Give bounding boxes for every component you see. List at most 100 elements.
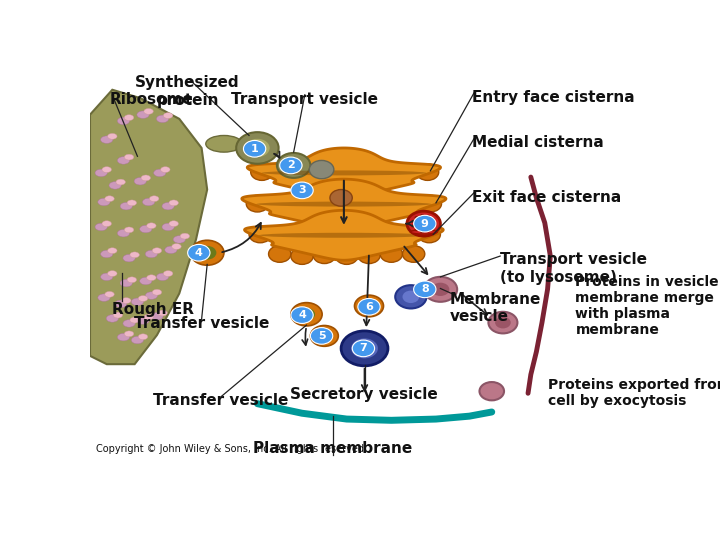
Text: Transfer vesicle: Transfer vesicle (134, 316, 269, 332)
Ellipse shape (117, 157, 130, 164)
Circle shape (415, 228, 419, 231)
Text: Medial cisterna: Medial cisterna (472, 136, 604, 151)
Circle shape (432, 222, 436, 225)
Polygon shape (242, 179, 446, 229)
Ellipse shape (95, 169, 107, 177)
Circle shape (246, 195, 269, 212)
Ellipse shape (145, 250, 158, 258)
Ellipse shape (162, 202, 174, 210)
Circle shape (423, 277, 457, 302)
Ellipse shape (150, 196, 159, 201)
Polygon shape (245, 211, 444, 260)
Text: 1: 1 (251, 144, 258, 154)
Circle shape (351, 339, 378, 359)
Ellipse shape (147, 223, 156, 228)
Ellipse shape (125, 114, 134, 120)
Ellipse shape (163, 271, 173, 276)
Circle shape (341, 331, 388, 366)
Text: Copyright © John Wiley & Sons, Inc. All rights reserved.: Copyright © John Wiley & Sons, Inc. All … (96, 443, 366, 454)
Circle shape (291, 182, 313, 199)
Circle shape (243, 140, 266, 157)
Text: 9: 9 (421, 219, 428, 228)
Circle shape (310, 328, 333, 344)
Circle shape (395, 285, 426, 308)
Circle shape (336, 248, 358, 265)
Text: 2: 2 (287, 160, 294, 171)
Ellipse shape (134, 178, 146, 185)
Ellipse shape (105, 292, 114, 297)
Circle shape (402, 246, 425, 262)
Ellipse shape (138, 295, 148, 301)
Text: Synthesized
protein: Synthesized protein (135, 75, 240, 107)
Text: 8: 8 (421, 285, 428, 294)
Ellipse shape (165, 246, 177, 254)
Ellipse shape (169, 221, 179, 227)
Circle shape (416, 164, 438, 180)
Ellipse shape (172, 244, 181, 249)
Circle shape (291, 248, 313, 265)
Circle shape (251, 164, 273, 180)
Ellipse shape (163, 113, 173, 118)
Circle shape (249, 226, 271, 243)
Ellipse shape (102, 221, 112, 227)
Circle shape (352, 340, 374, 357)
Circle shape (480, 382, 504, 400)
Ellipse shape (169, 200, 179, 206)
Ellipse shape (117, 230, 130, 237)
Text: Plasma membrane: Plasma membrane (253, 441, 413, 456)
Circle shape (277, 153, 310, 178)
Ellipse shape (114, 300, 127, 308)
Circle shape (298, 308, 315, 321)
Circle shape (358, 247, 380, 264)
Circle shape (310, 326, 338, 346)
Circle shape (279, 157, 302, 174)
Ellipse shape (127, 277, 137, 282)
Text: 3: 3 (298, 185, 306, 195)
Circle shape (426, 229, 431, 233)
Ellipse shape (106, 315, 119, 322)
Circle shape (495, 317, 510, 328)
Ellipse shape (122, 298, 131, 303)
Text: Membrane
vesicle: Membrane vesicle (450, 292, 541, 324)
Circle shape (411, 220, 415, 223)
Circle shape (431, 282, 449, 296)
Ellipse shape (130, 317, 140, 323)
Ellipse shape (180, 233, 189, 239)
Ellipse shape (125, 227, 134, 233)
Circle shape (420, 230, 424, 233)
Polygon shape (247, 148, 441, 198)
Text: Exit face cisterna: Exit face cisterna (472, 190, 621, 205)
Circle shape (413, 215, 436, 232)
Circle shape (284, 159, 302, 172)
Ellipse shape (144, 109, 153, 114)
Circle shape (190, 240, 224, 265)
Ellipse shape (125, 154, 134, 160)
Ellipse shape (140, 225, 152, 233)
Text: 7: 7 (359, 343, 367, 353)
Circle shape (291, 307, 313, 323)
Text: 4: 4 (195, 248, 203, 258)
Text: Secretory vesicle: Secretory vesicle (289, 387, 437, 402)
Ellipse shape (259, 233, 428, 238)
Text: Transport vesicle: Transport vesicle (231, 92, 378, 107)
Circle shape (380, 246, 402, 262)
Circle shape (269, 246, 291, 262)
Circle shape (415, 216, 419, 219)
Ellipse shape (156, 273, 168, 281)
Ellipse shape (123, 320, 135, 327)
Text: Proteins in vesicle
membrane merge
with plasma
membrane: Proteins in vesicle membrane merge with … (575, 275, 719, 338)
Ellipse shape (120, 279, 132, 287)
Text: Transfer vesicle: Transfer vesicle (153, 393, 289, 408)
Ellipse shape (137, 111, 149, 118)
Ellipse shape (410, 230, 437, 234)
Circle shape (407, 211, 441, 236)
Ellipse shape (131, 298, 143, 306)
Ellipse shape (101, 136, 113, 144)
Circle shape (291, 302, 322, 326)
Ellipse shape (113, 312, 122, 318)
Ellipse shape (161, 167, 170, 172)
Ellipse shape (107, 133, 117, 139)
Circle shape (310, 160, 334, 179)
Circle shape (358, 299, 380, 315)
Ellipse shape (98, 294, 110, 301)
